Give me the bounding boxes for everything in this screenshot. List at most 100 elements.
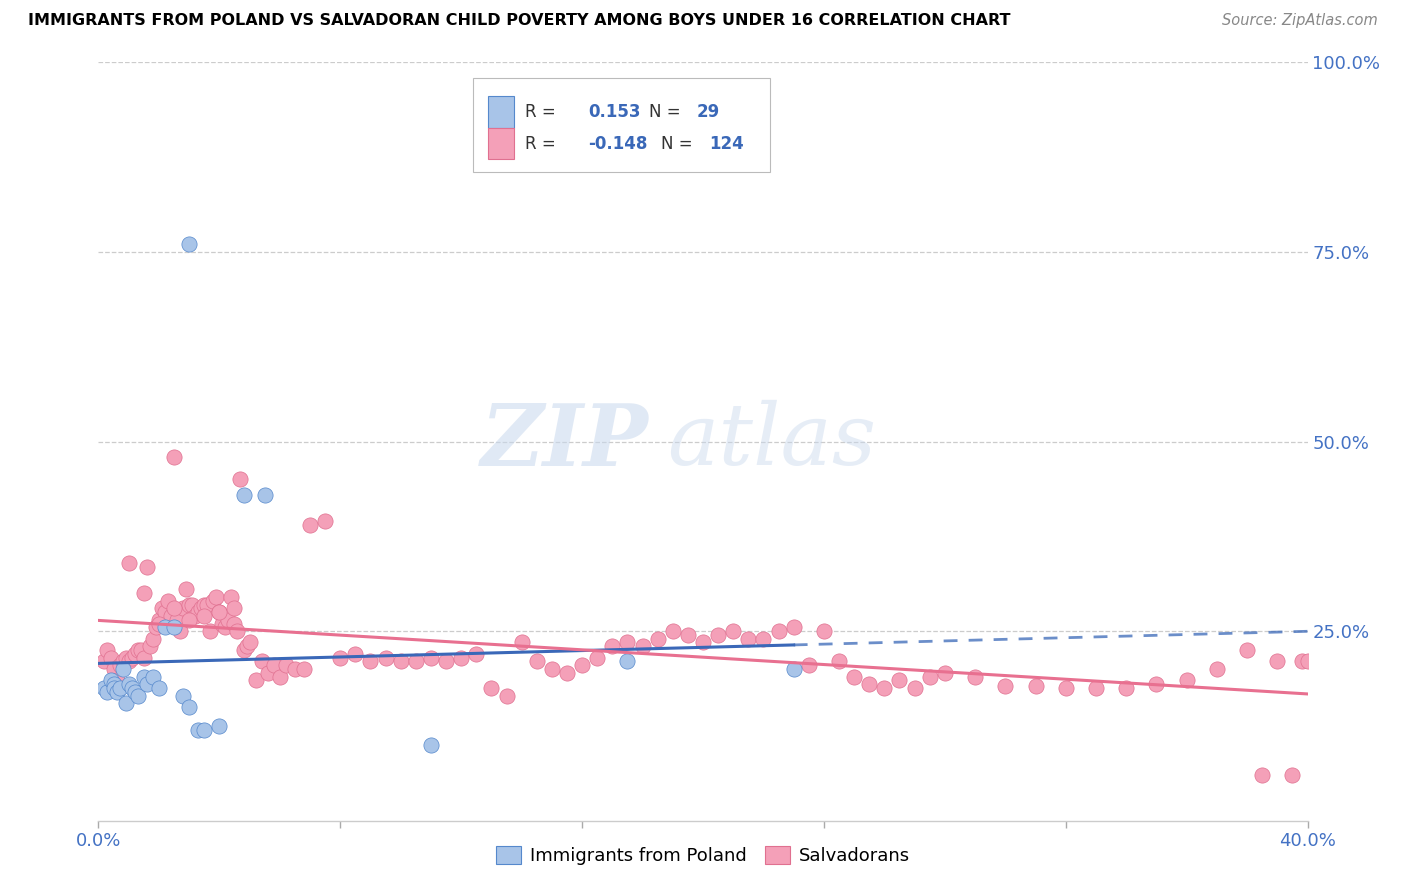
Point [121,681,143,695]
Point [169,624,191,639]
Point [121,650,143,665]
Point [299,517,322,532]
Point [100,673,122,688]
Legend: Immigrants from Poland, Salvadorans: Immigrants from Poland, Salvadorans [488,838,918,872]
Point [844,669,866,683]
Point [676,628,699,642]
Point [193,723,215,737]
Point [1296,655,1319,669]
Point [250,655,273,669]
Point [103,681,125,695]
Point [105,685,128,699]
Text: ZIP: ZIP [481,400,648,483]
Point [232,487,254,501]
Point [344,647,367,661]
Point [139,639,162,653]
Point [235,639,257,653]
Point [200,624,222,639]
Point [1085,681,1108,695]
Point [1236,643,1258,657]
Point [179,237,201,252]
Point [96,643,118,657]
Text: Source: ZipAtlas.com: Source: ZipAtlas.com [1222,13,1378,29]
Point [132,650,155,665]
Point [224,601,246,615]
Point [253,487,276,501]
Point [934,665,956,680]
Text: N =: N = [648,103,681,120]
Point [1281,768,1303,782]
Point [172,601,194,615]
Point [586,650,609,665]
Point [239,635,262,649]
Point [616,635,638,649]
Point [153,620,176,634]
Point [752,632,775,646]
Point [314,514,336,528]
Text: atlas: atlas [666,401,876,483]
Point [96,685,118,699]
Point [994,679,1017,693]
Text: 29: 29 [697,103,720,120]
Point [124,685,146,699]
Point [114,696,136,710]
Point [389,655,412,669]
Point [1144,677,1167,691]
Point [965,669,987,683]
Point [904,681,927,695]
Point [783,662,806,676]
Point [103,677,125,691]
Point [160,608,183,623]
Point [100,650,122,665]
Point [114,650,136,665]
Point [661,624,683,639]
Point [153,605,176,619]
FancyBboxPatch shape [488,128,515,160]
Point [481,681,503,695]
Point [631,639,654,653]
Point [737,632,759,646]
Point [145,620,167,634]
Point [232,643,254,657]
Point [142,632,165,646]
Point [1024,679,1046,693]
Text: R =: R = [526,103,555,120]
Point [132,586,155,600]
Point [374,650,396,665]
Point [256,665,278,680]
Point [647,632,669,646]
Point [108,681,131,695]
Point [179,598,201,612]
Text: 124: 124 [709,135,744,153]
Point [179,699,201,714]
Point [174,582,197,597]
Point [132,669,155,683]
Point [360,655,382,669]
Point [1054,681,1077,695]
Point [540,662,562,676]
Point [111,655,134,669]
Point [858,677,880,691]
Point [269,669,291,683]
Point [889,673,911,688]
Point [135,559,157,574]
Point [723,624,745,639]
Point [707,628,730,642]
Point [495,689,517,703]
Point [118,655,141,669]
Point [450,650,472,665]
Point [263,658,285,673]
Point [118,677,141,691]
Point [156,594,179,608]
Point [163,620,186,634]
Text: -0.148: -0.148 [588,135,648,153]
Point [692,635,714,649]
Point [420,738,443,752]
Point [1115,681,1137,695]
Point [208,605,231,619]
Point [190,601,212,615]
Point [217,613,239,627]
Point [284,662,307,676]
Point [181,598,204,612]
Text: IMMIGRANTS FROM POLAND VS SALVADORAN CHILD POVERTY AMONG BOYS UNDER 16 CORRELATI: IMMIGRANTS FROM POLAND VS SALVADORAN CHI… [28,13,1011,29]
